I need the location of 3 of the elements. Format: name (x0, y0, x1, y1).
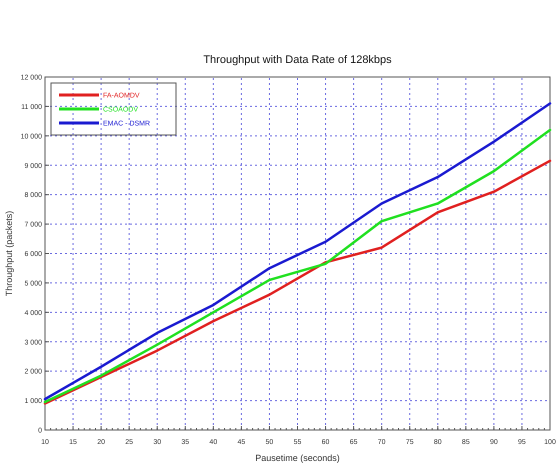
x-axis-title: Pausetime (seconds) (255, 453, 340, 463)
chart-title: Throughput with Data Rate of 128kbps (203, 54, 392, 66)
y-axis-title: Throughput (packets) (4, 210, 14, 296)
